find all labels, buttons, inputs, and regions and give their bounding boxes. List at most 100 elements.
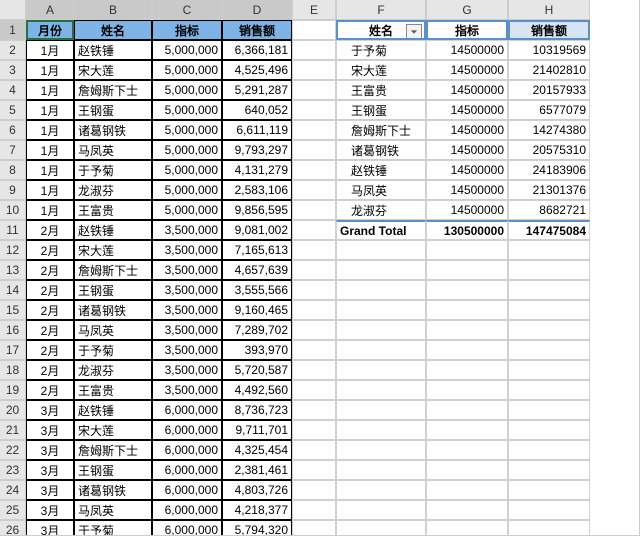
left-cell[interactable]: 5,000,000	[152, 100, 222, 120]
cell-blank[interactable]	[292, 300, 336, 320]
pivot-cell[interactable]: 宋大莲	[336, 60, 426, 80]
left-cell[interactable]: 3月	[26, 460, 74, 480]
cell-blank[interactable]	[426, 260, 508, 280]
cell-blank[interactable]	[508, 320, 590, 340]
row-header-21[interactable]: 21	[0, 420, 26, 440]
left-cell[interactable]: 2月	[26, 340, 74, 360]
left-cell[interactable]: 宋大莲	[74, 420, 152, 440]
pivot-cell[interactable]: 20157933	[508, 80, 590, 100]
left-cell[interactable]: 6,000,000	[152, 460, 222, 480]
row-header-17[interactable]: 17	[0, 340, 26, 360]
cell-blank[interactable]	[508, 260, 590, 280]
pivot-cell[interactable]: 6577079	[508, 100, 590, 120]
left-cell[interactable]: 5,000,000	[152, 120, 222, 140]
cell-blank[interactable]	[426, 460, 508, 480]
cell-blank[interactable]	[292, 200, 336, 220]
row-header-7[interactable]: 7	[0, 140, 26, 160]
left-cell[interactable]: 640,052	[222, 100, 292, 120]
row-header-6[interactable]: 6	[0, 120, 26, 140]
cell-blank[interactable]	[508, 360, 590, 380]
left-cell[interactable]: 马凤英	[74, 320, 152, 340]
left-cell[interactable]: 4,657,639	[222, 260, 292, 280]
left-cell[interactable]: 2月	[26, 280, 74, 300]
pivot-cell[interactable]: 24183906	[508, 160, 590, 180]
pivot-cell[interactable]: 龙淑芬	[336, 200, 426, 220]
pivot-cell[interactable]: 14500000	[426, 180, 508, 200]
cell-blank[interactable]	[426, 360, 508, 380]
cell-blank[interactable]	[336, 340, 426, 360]
cell-blank[interactable]	[426, 400, 508, 420]
left-cell[interactable]: 王富贵	[74, 380, 152, 400]
left-cell[interactable]: 宋大莲	[74, 240, 152, 260]
left-cell[interactable]: 赵铁锤	[74, 40, 152, 60]
cell-blank[interactable]	[426, 300, 508, 320]
pivot-cell[interactable]: 马凤英	[336, 180, 426, 200]
cell-blank[interactable]	[426, 440, 508, 460]
left-cell[interactable]: 3,500,000	[152, 260, 222, 280]
cell-blank[interactable]	[336, 420, 426, 440]
left-cell[interactable]: 4,325,454	[222, 440, 292, 460]
pivot-cell[interactable]: 14500000	[426, 200, 508, 220]
row-header-26[interactable]: 26	[0, 520, 26, 536]
cell-blank[interactable]	[336, 320, 426, 340]
left-cell[interactable]: 6,000,000	[152, 500, 222, 520]
left-header-col1[interactable]: 姓名	[74, 20, 152, 40]
row-header-10[interactable]: 10	[0, 200, 26, 220]
cell-blank[interactable]	[336, 400, 426, 420]
pivot-total-cell[interactable]: 130500000	[426, 220, 508, 240]
cell-blank[interactable]	[508, 380, 590, 400]
left-cell[interactable]: 1月	[26, 160, 74, 180]
left-cell[interactable]: 2,583,106	[222, 180, 292, 200]
pivot-cell[interactable]: 20575310	[508, 140, 590, 160]
pivot-cell[interactable]: 赵铁锤	[336, 160, 426, 180]
left-cell[interactable]: 3月	[26, 500, 74, 520]
row-header-20[interactable]: 20	[0, 400, 26, 420]
row-header-24[interactable]: 24	[0, 480, 26, 500]
cell-blank[interactable]	[336, 300, 426, 320]
cell-blank[interactable]	[336, 480, 426, 500]
left-cell[interactable]: 7,165,613	[222, 240, 292, 260]
cell-blank[interactable]	[508, 400, 590, 420]
cell-blank[interactable]	[336, 440, 426, 460]
left-cell[interactable]: 4,525,496	[222, 60, 292, 80]
cell-blank[interactable]	[508, 240, 590, 260]
left-cell[interactable]: 3,500,000	[152, 240, 222, 260]
left-cell[interactable]: 3月	[26, 400, 74, 420]
cell-blank[interactable]	[292, 40, 336, 60]
cell-blank[interactable]	[292, 440, 336, 460]
left-cell[interactable]: 詹姆斯下士	[74, 260, 152, 280]
col-header-E[interactable]: E	[292, 0, 336, 20]
row-header-9[interactable]: 9	[0, 180, 26, 200]
left-cell[interactable]: 王钢蛋	[74, 280, 152, 300]
pivot-cell[interactable]: 14274380	[508, 120, 590, 140]
cell-blank[interactable]	[508, 460, 590, 480]
left-cell[interactable]: 6,366,181	[222, 40, 292, 60]
pivot-cell[interactable]: 14500000	[426, 60, 508, 80]
cell-blank[interactable]	[426, 520, 508, 536]
left-cell[interactable]: 4,492,560	[222, 380, 292, 400]
left-cell[interactable]: 9,711,701	[222, 420, 292, 440]
cell-blank[interactable]	[292, 280, 336, 300]
row-header-12[interactable]: 12	[0, 240, 26, 260]
left-cell[interactable]: 5,000,000	[152, 60, 222, 80]
left-cell[interactable]: 1月	[26, 60, 74, 80]
pivot-cell[interactable]: 14500000	[426, 160, 508, 180]
left-cell[interactable]: 9,856,595	[222, 200, 292, 220]
left-cell[interactable]: 1月	[26, 140, 74, 160]
left-cell[interactable]: 龙淑芬	[74, 180, 152, 200]
left-cell[interactable]: 9,081,002	[222, 220, 292, 240]
left-cell[interactable]: 王钢蛋	[74, 100, 152, 120]
pivot-cell[interactable]: 诸葛钢铁	[336, 140, 426, 160]
left-cell[interactable]: 3,500,000	[152, 220, 222, 240]
col-header-B[interactable]: B	[74, 0, 152, 20]
cell-blank[interactable]	[336, 240, 426, 260]
left-cell[interactable]: 3,500,000	[152, 340, 222, 360]
left-cell[interactable]: 王富贵	[74, 200, 152, 220]
pivot-cell[interactable]: 14500000	[426, 80, 508, 100]
row-header-23[interactable]: 23	[0, 460, 26, 480]
left-cell[interactable]: 7,289,702	[222, 320, 292, 340]
left-cell[interactable]: 5,720,587	[222, 360, 292, 380]
left-cell[interactable]: 马凤英	[74, 500, 152, 520]
row-header-2[interactable]: 2	[0, 40, 26, 60]
left-cell[interactable]: 393,970	[222, 340, 292, 360]
